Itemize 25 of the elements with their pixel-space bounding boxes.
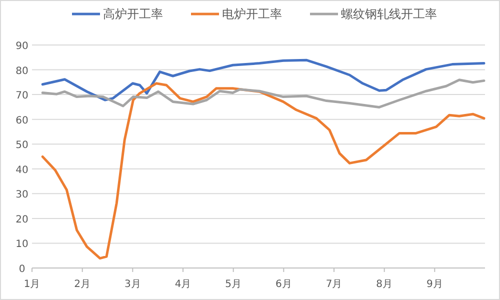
x-tick-label: 8月 [376,279,393,290]
x-tick-label: 2月 [74,279,91,290]
line-series [41,78,486,108]
x-tick-label: 6月 [275,279,292,290]
y-tick-label: 60 [16,115,28,126]
legend-label: 高炉开工率 [103,7,163,21]
y-tick-label: 90 [16,41,28,52]
x-tick-label: 3月 [124,279,141,290]
y-tick-label: 0 [18,264,26,275]
y-tick-label: 10 [16,239,28,250]
line-series [41,82,486,260]
x-tick-label: 7月 [326,279,342,290]
x-tick-label: 4月 [174,279,192,290]
y-tick-label: 40 [16,164,28,176]
x-tick-label: 5月 [225,279,242,290]
y-tick-label: 80 [16,66,28,77]
y-tick-label: 20 [16,214,28,226]
legend-label: 电炉开工率 [222,7,282,21]
y-tick-label: 50 [16,140,28,152]
x-tick-label: 9月 [426,279,443,290]
y-tick-label: 30 [16,190,28,201]
line-series [41,58,486,102]
x-tick-label: 1月 [24,279,40,290]
y-tick-label: 70 [16,90,28,102]
legend-label: 螺纹钢轧线开工率 [341,7,437,21]
